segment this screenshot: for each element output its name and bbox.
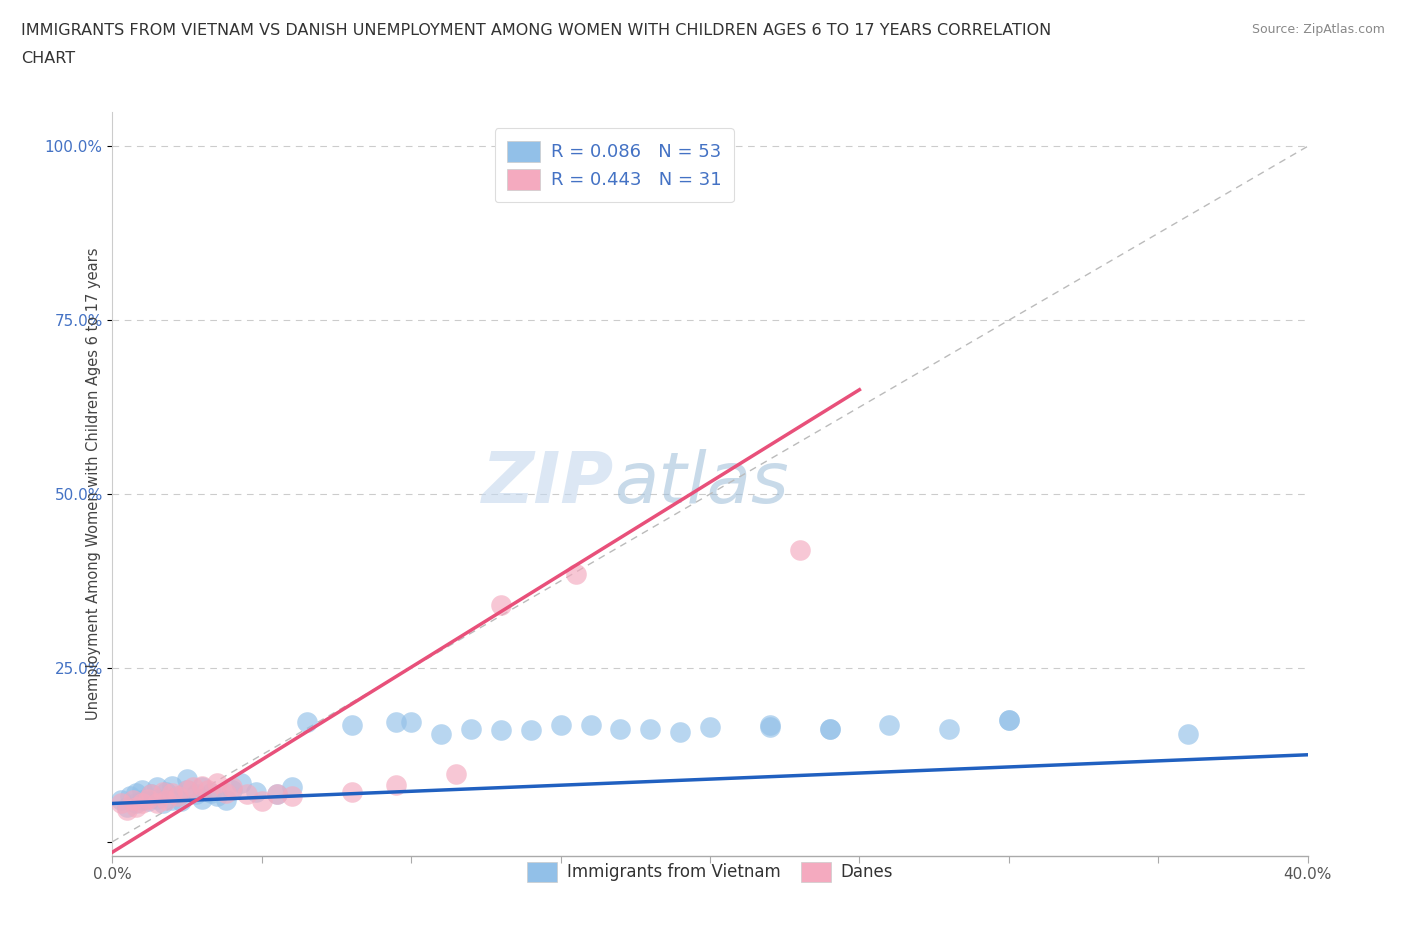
Point (215, 786, 238, 801)
Text: IMMIGRANTS FROM VIETNAM VS DANISH UNEMPLOYMENT AMONG WOMEN WITH CHILDREN AGES 6 : IMMIGRANTS FROM VIETNAM VS DANISH UNEMPL… (21, 23, 1052, 38)
Point (152, 796, 174, 811)
Point (120, 789, 142, 804)
Text: CHART: CHART (21, 51, 75, 66)
Point (131, 796, 153, 811)
Point (162, 778, 183, 793)
Point (146, 796, 169, 811)
Point (176, 772, 198, 787)
Point (938, 722, 960, 737)
Point (110, 796, 132, 811)
Point (155, 792, 177, 807)
Text: ZIP: ZIP (482, 449, 614, 518)
Point (564, 566, 586, 581)
Point (170, 794, 193, 809)
Point (295, 714, 318, 729)
Point (176, 782, 198, 797)
Point (460, 722, 482, 737)
Point (266, 787, 288, 802)
Point (181, 780, 204, 795)
Point (131, 782, 153, 797)
Point (162, 792, 183, 807)
Point (489, 598, 512, 613)
Point (122, 792, 145, 807)
Point (146, 791, 169, 806)
Point (385, 714, 408, 729)
Point (110, 792, 132, 807)
Point (186, 787, 208, 802)
Point (191, 780, 214, 795)
Point (205, 775, 228, 790)
Point (250, 794, 273, 809)
Point (401, 714, 423, 729)
Point (229, 775, 252, 790)
Point (340, 784, 363, 799)
Point (609, 722, 631, 737)
Point (489, 723, 512, 737)
Point (699, 720, 721, 735)
Text: Source: ZipAtlas.com: Source: ZipAtlas.com (1251, 23, 1385, 36)
Point (236, 787, 259, 802)
Point (550, 717, 572, 732)
Point (138, 791, 160, 806)
Point (759, 717, 782, 732)
Point (152, 784, 174, 799)
Point (221, 782, 243, 797)
Point (579, 717, 602, 732)
Legend: Immigrants from Vietnam, Danes: Immigrants from Vietnam, Danes (520, 856, 900, 888)
Point (191, 778, 214, 793)
Point (879, 717, 901, 732)
Point (125, 786, 148, 801)
Point (138, 794, 160, 809)
Point (595, 139, 617, 153)
Point (117, 800, 139, 815)
Point (146, 780, 169, 795)
Point (281, 780, 304, 795)
Point (640, 722, 662, 737)
Point (215, 792, 238, 807)
Point (444, 766, 467, 781)
Point (998, 712, 1021, 727)
Point (197, 782, 219, 797)
Point (430, 726, 453, 741)
Point (759, 720, 782, 735)
Point (141, 787, 163, 802)
Point (131, 792, 153, 807)
Point (221, 780, 243, 795)
Point (125, 796, 148, 811)
Point (125, 800, 148, 815)
Point (1177, 726, 1199, 741)
Point (117, 803, 139, 817)
Point (281, 789, 304, 804)
Point (167, 789, 190, 804)
Point (266, 787, 288, 802)
Point (176, 782, 198, 797)
Point (818, 722, 841, 737)
Point (385, 777, 408, 792)
Point (191, 791, 214, 806)
Point (818, 722, 841, 737)
Point (998, 712, 1021, 727)
Point (141, 787, 163, 802)
Point (669, 724, 692, 739)
Point (155, 784, 177, 799)
Text: atlas: atlas (614, 449, 789, 518)
Point (340, 717, 363, 732)
Point (205, 789, 228, 804)
Point (167, 789, 190, 804)
Point (520, 723, 543, 737)
Point (162, 786, 183, 801)
Point (245, 784, 267, 799)
Y-axis label: Unemployment Among Women with Children Ages 6 to 17 years: Unemployment Among Women with Children A… (86, 247, 101, 720)
Point (200, 786, 222, 801)
Point (669, 139, 692, 153)
Point (789, 542, 811, 557)
